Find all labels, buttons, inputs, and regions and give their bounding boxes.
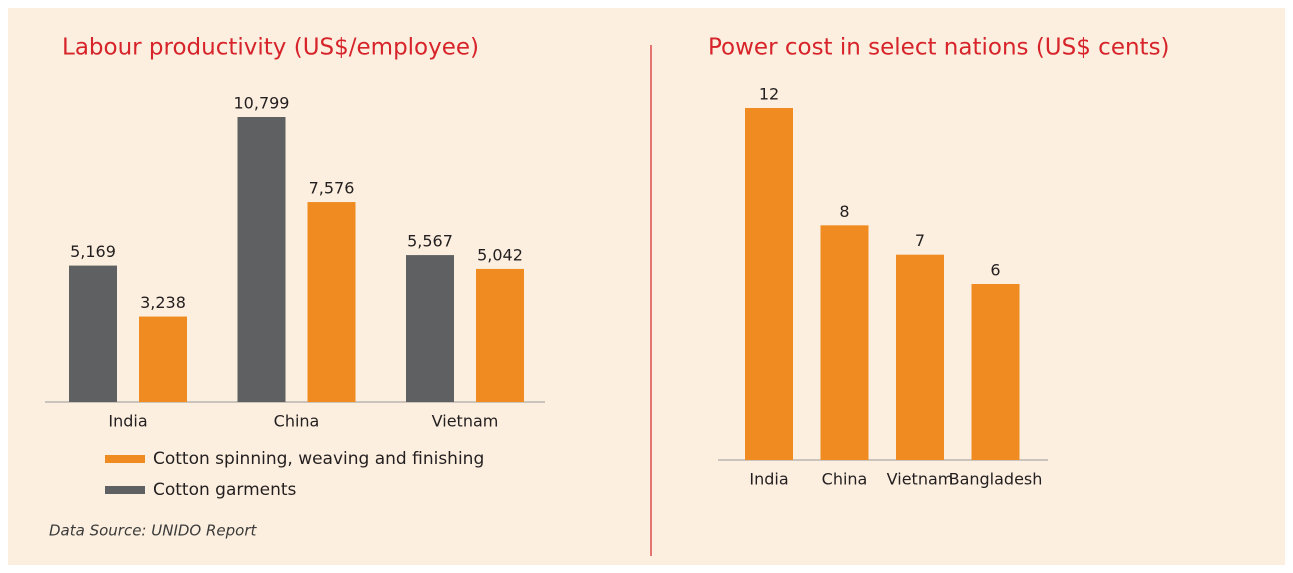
bar bbox=[971, 284, 1020, 460]
data-label: 7 bbox=[915, 231, 925, 250]
bar bbox=[476, 268, 524, 402]
data-label: 7,576 bbox=[309, 179, 355, 198]
data-label: 5,567 bbox=[407, 232, 453, 251]
x-tick-label: India bbox=[749, 470, 788, 489]
chart-title: Labour productivity (US$/employee) bbox=[62, 35, 479, 61]
data-label: 6 bbox=[990, 261, 1000, 280]
bar bbox=[237, 117, 286, 402]
x-tick-label: India bbox=[108, 412, 147, 431]
data-label: 5,169 bbox=[70, 242, 116, 261]
legend-label: Cotton spinning, weaving and finishing bbox=[153, 449, 484, 469]
bar bbox=[406, 255, 454, 402]
source-note: Data Source: UNIDO Report bbox=[49, 522, 258, 540]
x-tick-label: Bangladesh bbox=[949, 470, 1043, 489]
data-label: 8 bbox=[839, 202, 849, 221]
background bbox=[8, 8, 1285, 565]
data-label: 10,799 bbox=[234, 94, 290, 113]
data-label: 5,042 bbox=[477, 245, 523, 264]
chart-title: Power cost in select nations (US$ cents) bbox=[708, 35, 1170, 61]
x-tick-label: Vietnam bbox=[432, 412, 499, 431]
x-tick-label: China bbox=[274, 412, 320, 431]
bar bbox=[139, 316, 187, 402]
x-tick-label: Vietnam bbox=[887, 470, 954, 489]
legend-swatch bbox=[105, 455, 145, 463]
bar bbox=[307, 202, 356, 402]
bar bbox=[820, 225, 869, 460]
legend-swatch bbox=[105, 486, 145, 494]
data-label: 3,238 bbox=[140, 293, 186, 312]
bar bbox=[745, 108, 793, 460]
x-tick-label: China bbox=[822, 470, 868, 489]
bar bbox=[69, 265, 117, 402]
legend-label: Cotton garments bbox=[153, 480, 297, 500]
bar bbox=[896, 254, 944, 460]
data-label: 12 bbox=[759, 85, 779, 104]
